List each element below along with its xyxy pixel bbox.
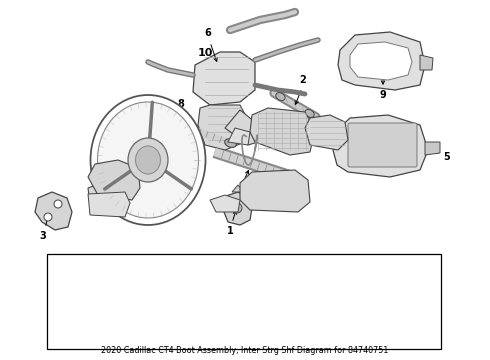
Text: 9: 9 xyxy=(380,90,387,100)
Ellipse shape xyxy=(276,93,285,100)
Polygon shape xyxy=(225,110,258,145)
Polygon shape xyxy=(305,115,348,150)
Text: 1: 1 xyxy=(227,226,233,236)
Polygon shape xyxy=(35,192,72,230)
Polygon shape xyxy=(240,170,310,212)
Polygon shape xyxy=(88,160,140,200)
Polygon shape xyxy=(198,105,248,150)
Polygon shape xyxy=(88,192,130,217)
Circle shape xyxy=(54,200,62,208)
Text: 4: 4 xyxy=(237,187,244,197)
Text: 2020 Cadillac CT4 Boot Assembly, Inter Strg Shf Diagram for 84740751: 2020 Cadillac CT4 Boot Assembly, Inter S… xyxy=(101,346,389,355)
Polygon shape xyxy=(88,182,118,212)
Bar xyxy=(47,254,441,349)
Ellipse shape xyxy=(305,109,314,117)
Ellipse shape xyxy=(91,95,205,225)
Text: 2: 2 xyxy=(299,75,306,85)
Ellipse shape xyxy=(98,102,198,218)
Polygon shape xyxy=(222,192,252,225)
Ellipse shape xyxy=(128,138,168,182)
Text: 6: 6 xyxy=(205,28,211,38)
Ellipse shape xyxy=(225,139,236,147)
Polygon shape xyxy=(350,42,412,80)
Polygon shape xyxy=(210,195,240,212)
Polygon shape xyxy=(420,55,433,70)
Polygon shape xyxy=(232,185,244,192)
Ellipse shape xyxy=(164,117,175,125)
Polygon shape xyxy=(425,142,440,155)
Polygon shape xyxy=(333,115,428,177)
Circle shape xyxy=(44,213,52,221)
Polygon shape xyxy=(338,32,425,90)
Circle shape xyxy=(232,203,242,213)
Text: 10: 10 xyxy=(197,48,213,58)
Ellipse shape xyxy=(136,146,161,174)
Text: 5: 5 xyxy=(443,152,450,162)
Polygon shape xyxy=(250,108,315,155)
Text: 3: 3 xyxy=(40,231,47,241)
Polygon shape xyxy=(98,192,108,202)
Text: 7: 7 xyxy=(92,167,98,177)
Text: 8: 8 xyxy=(177,99,184,109)
FancyBboxPatch shape xyxy=(348,123,417,167)
Polygon shape xyxy=(228,128,250,145)
Polygon shape xyxy=(193,52,255,105)
